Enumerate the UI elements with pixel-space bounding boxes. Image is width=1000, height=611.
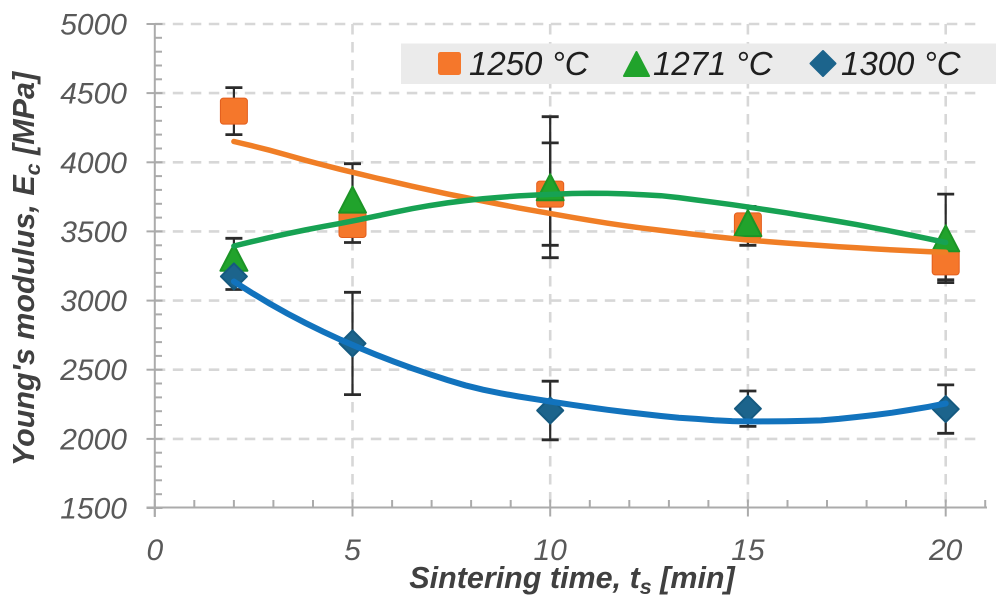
svg-text:0: 0 (146, 534, 163, 567)
svg-text:3000: 3000 (60, 285, 127, 318)
svg-text:10: 10 (534, 534, 568, 567)
svg-text:4000: 4000 (60, 147, 127, 180)
svg-text:3500: 3500 (60, 216, 127, 249)
svg-text:5000: 5000 (60, 9, 127, 42)
svg-text:5: 5 (344, 534, 361, 567)
svg-text:15: 15 (731, 534, 765, 567)
svg-text:4500: 4500 (60, 78, 127, 111)
svg-text:20: 20 (928, 534, 963, 567)
svg-text:1250 °C: 1250 °C (469, 45, 590, 82)
svg-text:2000: 2000 (59, 423, 127, 456)
svg-text:Young's modulus, Ec [MPa]: Young's modulus, Ec [MPa] (7, 71, 45, 466)
svg-text:Sintering time, ts [min]: Sintering time, ts [min] (409, 561, 735, 599)
svg-text:1300 °C: 1300 °C (841, 45, 962, 82)
svg-text:1271 °C: 1271 °C (653, 45, 774, 82)
svg-text:2500: 2500 (59, 354, 127, 387)
svg-text:1500: 1500 (60, 493, 127, 526)
